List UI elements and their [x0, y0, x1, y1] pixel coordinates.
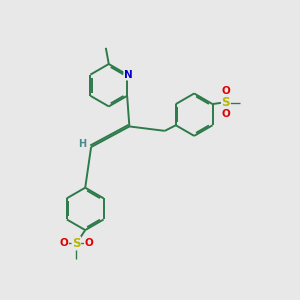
Text: S: S — [72, 237, 81, 250]
Text: O: O — [221, 86, 230, 96]
Text: H: H — [78, 139, 86, 148]
Text: O: O — [221, 109, 230, 119]
Text: S: S — [221, 96, 230, 109]
Text: N: N — [124, 70, 133, 80]
Text: O: O — [84, 238, 93, 248]
Text: O: O — [60, 238, 68, 248]
